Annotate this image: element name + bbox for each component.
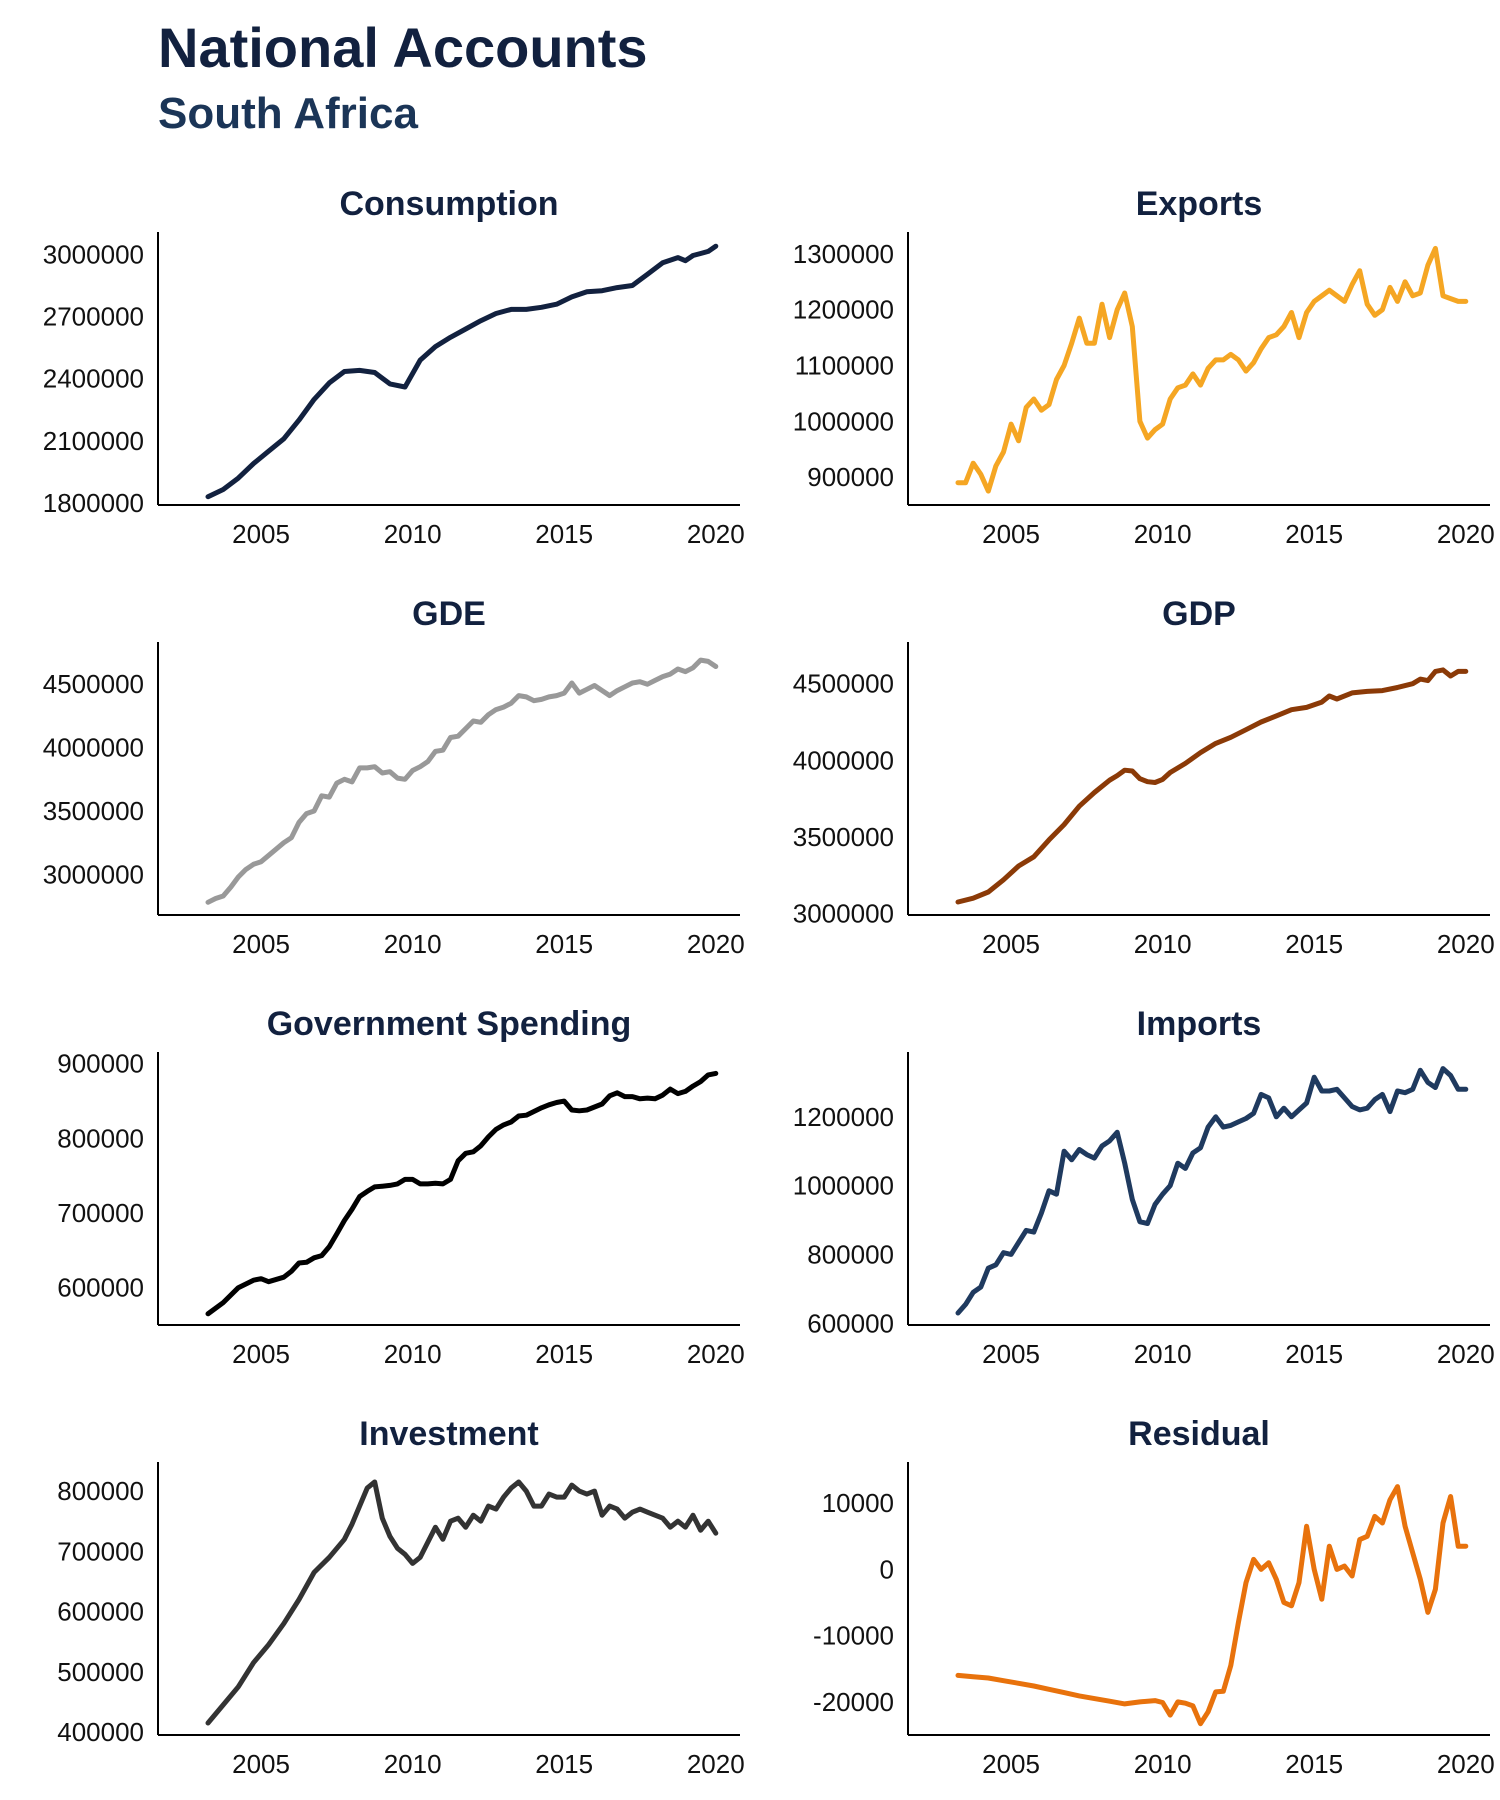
investment-y-tick-label: 500000	[57, 1657, 144, 1687]
imports-y-tick-label: 600000	[807, 1308, 894, 1338]
exports-y-tick-label: 1000000	[793, 406, 894, 436]
gde-y-tick-label: 4500000	[43, 669, 144, 699]
residual-title: Residual	[1128, 1415, 1270, 1453]
consumption-x-tick-label: 2015	[535, 519, 593, 549]
gde-y-tick-label: 3000000	[43, 859, 144, 889]
consumption-y-tick-label: 2400000	[43, 364, 144, 394]
gde-x-tick-label: 2010	[384, 929, 442, 959]
gde-x-tick-label: 2020	[687, 929, 745, 959]
residual-y-tick-label: -20000	[813, 1687, 894, 1717]
investment-y-tick-label: 700000	[57, 1536, 144, 1566]
gdp-y-tick-label: 3500000	[793, 822, 894, 852]
government-spending-y-tick-label: 800000	[57, 1123, 144, 1153]
chart-residual: Residual -20000 -10000 0 10000 2005 2010 2015 20…	[813, 1415, 1495, 1779]
gdp-x-tick-label: 2015	[1285, 929, 1343, 959]
chart-imports: Imports 600000 800000 1000000 1200000 2005 201…	[793, 1005, 1495, 1369]
imports-x-tick-label: 2005	[982, 1339, 1040, 1369]
residual-x-tick-label: 2005	[982, 1749, 1040, 1779]
investment-y-tick-label: 400000	[57, 1717, 144, 1747]
gde-title: GDE	[412, 595, 486, 633]
imports-x-tick-label: 2020	[1437, 1339, 1495, 1369]
investment-x-tick-label: 2020	[687, 1749, 745, 1779]
government-spending-y-tick-label: 700000	[57, 1198, 144, 1228]
gde-y-tick-label: 3500000	[43, 796, 144, 826]
gdp-x-tick-label: 2010	[1134, 929, 1192, 959]
gdp-title: GDP	[1162, 595, 1236, 633]
header: National Accounts South Africa	[158, 14, 648, 140]
exports-y-tick-label: 1100000	[795, 351, 894, 381]
investment-y-tick-label: 600000	[57, 1597, 144, 1627]
gdp-x-tick-label: 2020	[1437, 929, 1495, 959]
exports-x-tick-label: 2005	[982, 519, 1040, 549]
government-spending-x-tick-label: 2005	[232, 1339, 290, 1369]
imports-y-tick-label: 800000	[807, 1239, 894, 1269]
consumption-x-tick-label: 2005	[232, 519, 290, 549]
gde-x-tick-label: 2005	[232, 929, 290, 959]
imports-x-tick-label: 2010	[1134, 1339, 1192, 1369]
investment-title: Investment	[359, 1415, 539, 1453]
exports-y-tick-label: 1300000	[793, 239, 894, 269]
chart-gde: GDE 3000000 3500000 4000000 4500000 2005 2010 2…	[43, 595, 745, 959]
imports-title: Imports	[1137, 1005, 1262, 1043]
page-subtitle: South Africa	[158, 89, 418, 138]
exports-x-tick-label: 2015	[1285, 519, 1343, 549]
gdp-x-tick-label: 2005	[982, 929, 1040, 959]
imports-x-tick-label: 2015	[1285, 1339, 1343, 1369]
government-spending-x-tick-label: 2015	[535, 1339, 593, 1369]
gdp-y-tick-label: 3000000	[793, 898, 894, 928]
chart-consumption: Consumption 1800000 2100000 2400000 2700000 3…	[43, 185, 745, 549]
exports-title: Exports	[1136, 185, 1263, 223]
residual-y-tick-label: 0	[880, 1554, 894, 1584]
consumption-series-line	[205, 243, 719, 500]
government-spending-y-tick-label: 600000	[57, 1273, 144, 1303]
residual-x-tick-label: 2015	[1285, 1749, 1343, 1779]
government-spending-x-tick-label: 2010	[384, 1339, 442, 1369]
exports-x-tick-label: 2010	[1134, 519, 1192, 549]
consumption-y-tick-label: 2100000	[43, 426, 144, 456]
government-spending-x-tick-label: 2020	[687, 1339, 745, 1369]
investment-y-tick-label: 800000	[57, 1476, 144, 1506]
exports-series-line	[955, 245, 1469, 494]
page-title: National Accounts	[158, 16, 648, 79]
consumption-x-tick-label: 2010	[384, 519, 442, 549]
exports-x-tick-label: 2020	[1437, 519, 1495, 549]
exports-y-tick-label: 1200000	[793, 295, 894, 325]
government-spending-y-tick-label: 900000	[57, 1049, 144, 1079]
consumption-x-tick-label: 2020	[687, 519, 745, 549]
imports-y-tick-label: 1000000	[793, 1171, 894, 1201]
gde-x-tick-label: 2015	[535, 929, 593, 959]
chart-investment: Investment 400000 500000 600000 700000 800000…	[57, 1415, 745, 1779]
investment-x-tick-label: 2015	[535, 1749, 593, 1779]
consumption-y-tick-label: 1800000	[43, 488, 144, 518]
consumption-y-tick-label: 2700000	[43, 302, 144, 332]
consumption-y-tick-label: 3000000	[43, 239, 144, 269]
imports-series-line	[955, 1066, 1469, 1316]
chart-exports: Exports 900000 1000000 1100000 1200000 130000…	[793, 185, 1495, 549]
chart-gdp: GDP 3000000 3500000 4000000 4500000 2005 2010 2…	[793, 595, 1495, 959]
chart-government-spending: Government Spending 600000 700000 800000 900…	[57, 1005, 745, 1369]
gdp-series-line	[955, 667, 1469, 905]
residual-y-tick-label: -10000	[813, 1621, 894, 1651]
investment-series-line	[205, 1479, 719, 1726]
residual-x-tick-label: 2010	[1134, 1749, 1192, 1779]
investment-x-tick-label: 2010	[384, 1749, 442, 1779]
residual-series-line	[955, 1484, 1469, 1727]
gdp-y-tick-label: 4000000	[793, 745, 894, 775]
residual-y-tick-label: 10000	[822, 1488, 894, 1518]
government-spending-title: Government Spending	[267, 1005, 632, 1043]
gde-series-line	[205, 657, 719, 905]
exports-y-tick-label: 900000	[807, 462, 894, 492]
residual-x-tick-label: 2020	[1437, 1749, 1495, 1779]
government-spending-series-line	[205, 1070, 719, 1317]
imports-y-tick-label: 1200000	[793, 1102, 894, 1132]
investment-x-tick-label: 2005	[232, 1749, 290, 1779]
consumption-title: Consumption	[339, 185, 558, 223]
gdp-y-tick-label: 4500000	[793, 669, 894, 699]
gde-y-tick-label: 4000000	[43, 733, 144, 763]
